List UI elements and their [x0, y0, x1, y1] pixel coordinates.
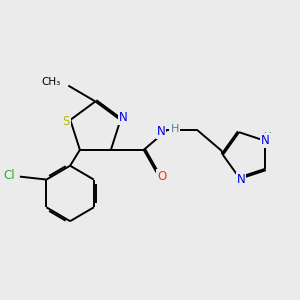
Text: N: N	[237, 173, 245, 186]
Text: S: S	[63, 116, 70, 128]
Text: O: O	[157, 170, 167, 183]
Text: N: N	[261, 134, 270, 147]
Text: Cl: Cl	[3, 169, 15, 182]
Text: H: H	[264, 132, 272, 142]
Text: H: H	[170, 124, 179, 134]
Text: N: N	[157, 125, 166, 138]
Text: CH₃: CH₃	[41, 76, 61, 87]
Text: N: N	[119, 112, 128, 124]
